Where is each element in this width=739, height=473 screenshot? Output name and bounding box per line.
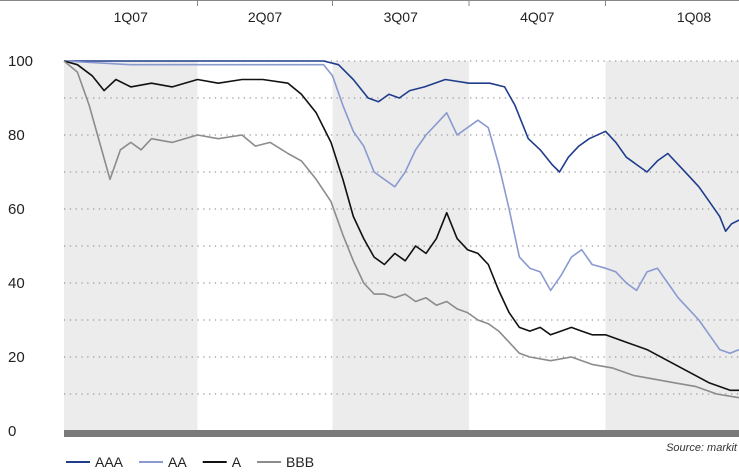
legend: AAA AA A BBB [66, 454, 314, 470]
series-line-aa [63, 60, 739, 355]
y-tick-label: 40 [8, 275, 25, 292]
series-line-bbb [63, 60, 739, 399]
y-tick-label: 100 [8, 53, 33, 70]
axis-frame [0, 0, 739, 6]
quarter-label: 4Q07 [520, 9, 554, 25]
y-tick-label: 80 [8, 127, 25, 144]
legend-label-aa: AA [168, 454, 187, 470]
quarter-label: 1Q07 [114, 9, 148, 25]
y-tick-label: 20 [8, 349, 25, 366]
quarter-label: 1Q08 [677, 9, 711, 25]
legend-label-a: A [232, 454, 242, 470]
y-tick-label: 60 [8, 201, 25, 218]
quarter-label: 3Q07 [384, 9, 418, 25]
legend-label-bbb: BBB [286, 454, 314, 470]
y-tick-label: 0 [8, 423, 16, 440]
gridlines [64, 60, 739, 395]
legend-label-aaa: AAA [95, 454, 124, 470]
quarter-label: 2Q07 [248, 9, 282, 25]
quarter-band-1q07 [64, 61, 198, 431]
source-note: Source: markit [666, 442, 738, 454]
series-line-aaa [64, 60, 739, 232]
y-tick-labels: 0 20 40 60 80 100 [8, 53, 33, 440]
x-axis-bar [64, 430, 739, 437]
quarter-band-1q08 [605, 61, 739, 431]
series-line-a [63, 60, 739, 392]
series-lines [63, 60, 739, 399]
quarter-labels: 1Q07 2Q07 3Q07 4Q07 1Q08 [114, 9, 712, 25]
